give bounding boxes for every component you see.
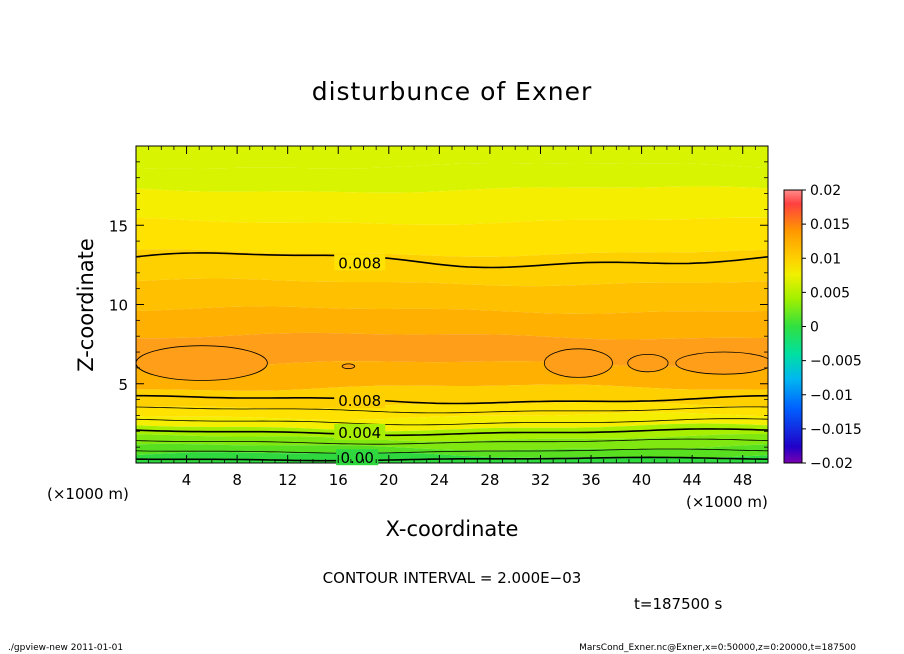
x-tick-label: 8	[232, 471, 242, 489]
contour-closed-region	[341, 363, 356, 370]
contour-label: 0.008	[338, 254, 381, 272]
x-tick-label: 20	[379, 471, 398, 489]
footer-left: ./gpview-new 2011-01-01	[8, 643, 123, 653]
x-tick-label: 32	[531, 471, 550, 489]
contour-line	[136, 428, 768, 437]
contour-band	[136, 186, 768, 225]
colorbar	[783, 189, 803, 464]
contour-line	[136, 394, 768, 405]
x-axis-label: X-coordinate	[386, 517, 519, 541]
colorbar-tick-label: −0.02	[810, 456, 853, 472]
colorbar-tick-label: −0.005	[810, 354, 862, 370]
colorbar-tick-label: 0	[810, 320, 819, 336]
contour-band	[136, 443, 768, 458]
x-tick-label: 44	[683, 471, 702, 489]
contour-label: 0.00	[340, 449, 373, 467]
plot-area	[136, 146, 768, 463]
contour-band	[136, 217, 768, 257]
contour-band	[136, 163, 768, 193]
contour-band	[136, 249, 768, 287]
contour-closed-region	[627, 353, 669, 373]
footer-right: MarsCond_Exner.nc@Exner,x=0:50000,z=0:20…	[579, 643, 856, 653]
x-tick-label: 16	[329, 471, 348, 489]
contour-label-bg	[334, 423, 386, 440]
contour-closed-regions	[136, 345, 768, 381]
contour-band	[136, 306, 768, 340]
y-axis-label: Z-coordinate	[74, 238, 98, 372]
contour-band	[136, 423, 768, 442]
x-tick-label: 36	[581, 471, 600, 489]
y-axis-ticks: 5 10 15	[109, 161, 768, 448]
colorbar-tick-label: −0.015	[810, 422, 862, 438]
contour-line	[136, 406, 768, 414]
contour-closed-region	[543, 348, 613, 378]
colorbar-tick-label: 0.015	[810, 217, 850, 233]
colorbar-ticks: 0.02 0.015 0.01 0.005 0 −0.005 −0.01 −0.015 −0.0…	[802, 183, 862, 472]
contour-labels: 0.008 0.008 0.004 0.00	[334, 254, 386, 467]
x-tick-label: 12	[278, 471, 297, 489]
colorbar-tick-label: 0.01	[810, 251, 841, 267]
contour-label-bg	[334, 254, 386, 271]
x-tick-label: 48	[733, 471, 752, 489]
colorbar-tick-label: 0.02	[810, 183, 841, 199]
x-tick-label: 4	[182, 471, 192, 489]
x-axis-ticks: 4 8 12 16 20 24 28 32 36 40 44 48	[148, 146, 756, 489]
x-tick-label: 40	[632, 471, 651, 489]
x-tick-label: 28	[480, 471, 499, 489]
y-unit-label: (×1000 m)	[47, 485, 129, 503]
contour-band	[136, 401, 768, 421]
contour-label: 0.008	[338, 392, 381, 410]
contour-band	[136, 278, 768, 314]
colorbar-tick-label: −0.01	[810, 388, 853, 404]
contour-label-bg	[336, 449, 379, 466]
contour-closed-region	[675, 351, 768, 375]
contour-line	[136, 448, 768, 454]
x-unit-label: (×1000 m)	[686, 493, 768, 511]
contour-label-bg	[334, 392, 386, 409]
y-tick-label: 5	[118, 376, 128, 394]
contour-band	[136, 412, 768, 432]
contour-line	[136, 438, 768, 445]
contour-band	[136, 146, 768, 169]
contour-lines	[136, 252, 768, 462]
chart-title: disturbunce of Exner	[312, 77, 593, 106]
x-tick-label: 24	[430, 471, 449, 489]
contour-band	[136, 384, 768, 409]
contour-line	[136, 418, 768, 426]
contour-closed-region	[136, 345, 268, 381]
contour-bands	[136, 146, 768, 463]
contour-interval-text: CONTOUR INTERVAL = 2.000E−03	[323, 569, 582, 587]
y-tick-label: 10	[109, 297, 128, 315]
contour-line	[136, 252, 768, 269]
y-tick-label: 15	[109, 217, 128, 235]
contour-line	[136, 456, 768, 462]
time-label: t=187500 s	[634, 595, 722, 613]
colorbar-tick-label: 0.005	[810, 285, 850, 301]
contour-label: 0.004	[338, 424, 381, 442]
